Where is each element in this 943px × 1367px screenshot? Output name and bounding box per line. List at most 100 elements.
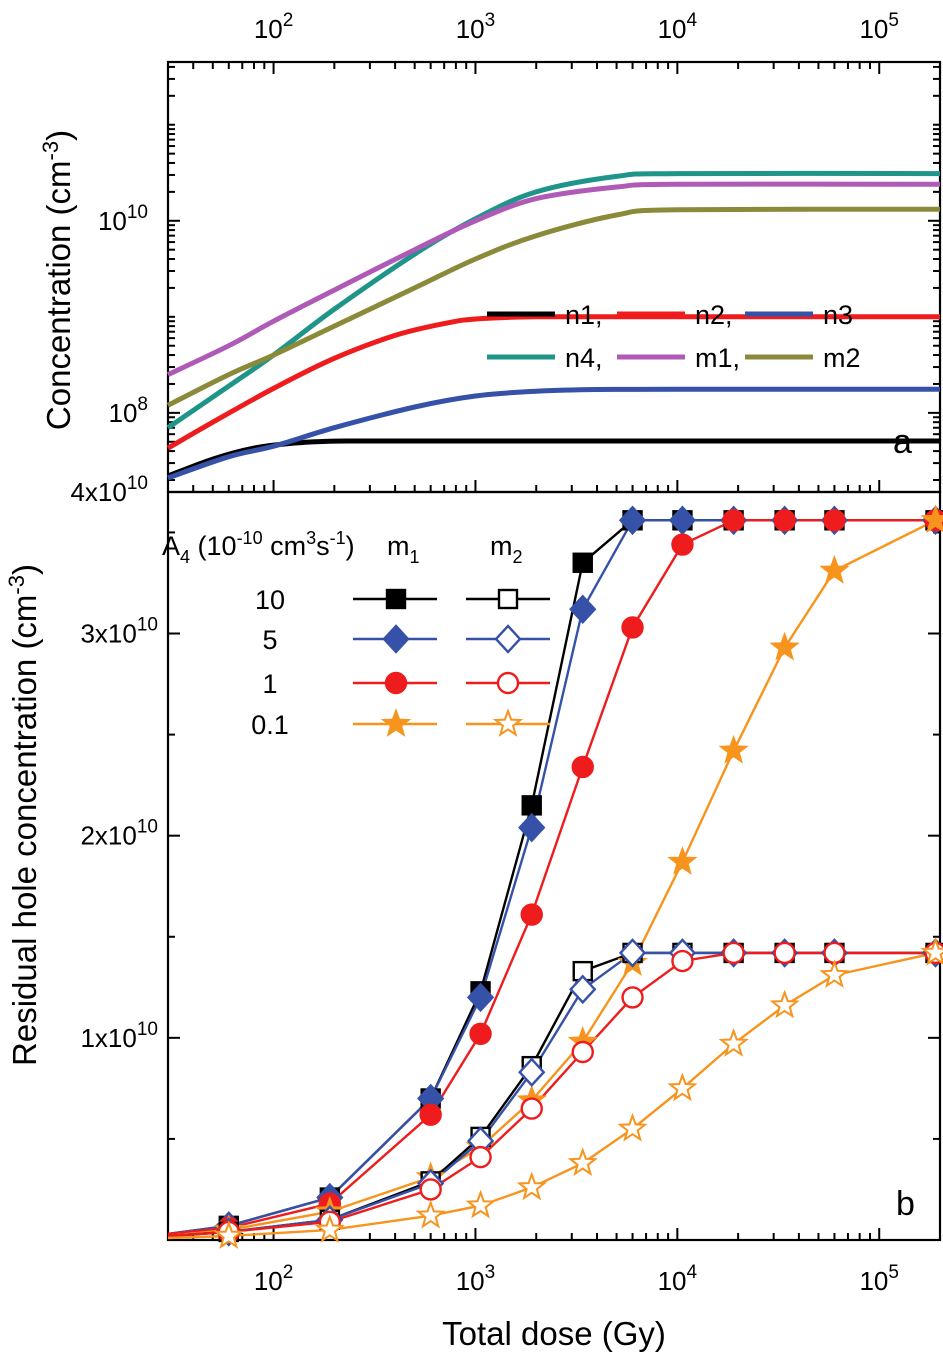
panel-b-series [167,504,943,1249]
legend-label-n4: n4, [565,343,603,373]
legend-header-a4: A4 (10-10 cm3s-1) [162,528,355,567]
series-line-n1 [167,438,940,479]
panel-b-legend: A4 (10-10 cm3s-1) m1 m2 10 5 1 0.1 [162,528,550,740]
data-point [569,594,597,625]
panel-a-frame [166,60,942,494]
panel-a-legend: n1, n2, n3 n4, m1, m2 [487,300,861,373]
data-point [769,989,800,1019]
series-line [167,519,937,1238]
data-point [823,509,846,532]
x-tick-label: 105 [859,1262,899,1296]
series-line-m1 [166,181,941,377]
legend-label-m2: m2 [823,343,861,373]
legend-swatch-marker [497,588,519,610]
data-point [722,509,745,532]
data-point [617,1112,648,1142]
x-tick-label: 103 [456,1262,496,1296]
legend-label-n1: n1, [565,300,603,330]
data-point [571,755,594,779]
data-point [618,938,647,968]
data-point [773,941,796,965]
series-line [167,519,936,1236]
panel-a-ticks [167,62,941,492]
panel-a-y-tick-labels: 108 1010 4x1010 [70,202,148,507]
series-line-m2 [166,206,941,408]
series-line [167,951,936,1238]
legend-swatch-marker [385,588,407,610]
data-point [668,505,697,536]
data-point [671,949,694,973]
y-tick-label: 1x1010 [80,1019,158,1053]
x-tick-label: 104 [658,10,698,44]
data-point [920,504,943,534]
legend-swatch-marker [496,671,520,695]
legend-swatch-marker [382,624,410,654]
panel-b-y-tick-labels: 1x1010 2x1010 3x1010 [80,615,158,1053]
data-point [718,1028,749,1057]
legend-swatch-marker [380,708,412,737]
data-point [819,554,850,584]
data-point [671,533,694,556]
data-point [520,1097,543,1120]
data-point [415,1199,446,1229]
data-point [569,974,597,1005]
series-line-n3 [167,386,941,481]
legend-row-label: 5 [262,625,277,655]
panel-b-frame [166,490,942,1242]
data-point [667,846,698,875]
data-point [718,734,749,764]
panel-a-series [166,170,941,481]
data-point [773,509,796,532]
x-tick-label: 102 [254,10,294,44]
legend-swatch-marker [494,624,522,654]
data-point [567,1147,598,1177]
data-point [419,1178,442,1201]
data-point [618,505,647,536]
panel-a-y-axis-title: Concentration (cm-3) [38,130,77,430]
data-point [419,1103,442,1126]
legend-label-m1: m1, [695,343,740,373]
data-point [516,1171,547,1201]
legend-swatch-marker [492,708,524,737]
legend-header-m2: m2 [490,531,523,567]
panel-a-top-tick-labels: 102 103 104 105 [254,10,899,44]
data-point [314,1213,345,1243]
y-tick-label: 1010 [98,202,148,236]
y-tick-label: 108 [109,394,149,428]
data-point [213,1220,244,1249]
panel-b-y-axis-title: Residual hole concentration (cm-3) [4,564,43,1066]
series-line [167,951,936,1238]
y-tick-label: 4x1010 [70,473,148,507]
x-tick-label: 103 [456,10,496,44]
panel-a: 102 103 104 105 108 1010 4x1010 Concentration… [38,10,942,507]
data-point [819,959,850,989]
legend-label-n3: n3 [823,300,853,330]
series-line [167,519,936,1236]
legend-row-label: 0.1 [251,710,289,740]
data-point [920,937,943,966]
legend-swatch-marker [384,671,408,695]
x-tick-label: 104 [658,1262,698,1296]
legend-row-label: 10 [255,585,285,615]
data-point [769,631,800,661]
data-point [722,941,745,965]
data-point [521,795,542,816]
data-point [518,812,546,843]
data-point [469,1022,492,1045]
data-point [621,616,644,639]
panel-b-x-tick-labels: 102 103 104 105 [254,1262,899,1296]
data-point [621,986,644,1009]
series-line [167,951,936,1240]
x-tick-label: 105 [859,10,899,44]
data-point [667,1072,698,1102]
data-point [518,1057,546,1087]
data-point [571,1040,594,1064]
data-point [469,1145,492,1169]
series-line [167,951,936,1238]
y-tick-label: 2x1010 [80,817,158,851]
legend-row-label: 1 [262,669,277,699]
series-line-n2 [166,314,940,451]
